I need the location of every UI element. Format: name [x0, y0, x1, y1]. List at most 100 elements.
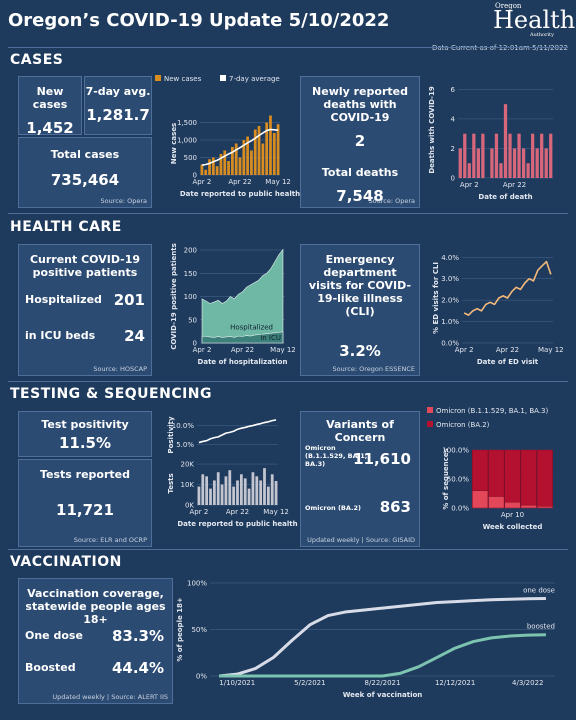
bar [232, 486, 236, 505]
x-tick-label: 1/10/2021 [219, 679, 255, 687]
bar-segment [520, 504, 537, 509]
bar-segment [504, 501, 521, 509]
x-tick-label: May 12 [538, 346, 564, 354]
y-tick-label: 50% [191, 626, 207, 634]
bar [228, 470, 232, 505]
x-tick-label: Apr 22 [226, 508, 249, 516]
y-tick-label: 2.0% [441, 297, 459, 305]
kpi-label: One dose [25, 629, 83, 642]
kpi-label: New cases [32, 85, 68, 111]
y-tick-label: 3.0% [441, 275, 459, 283]
kpi-box: Test positivity 11.5% [18, 411, 152, 457]
kpi-value: 7,548 [336, 187, 384, 205]
bar [549, 133, 553, 178]
line [201, 128, 279, 166]
bar-segment [536, 449, 553, 507]
bar [231, 147, 234, 175]
kpi-label: Boosted [25, 661, 76, 674]
x-axis-label: Week collected [483, 523, 543, 531]
bar [247, 488, 251, 505]
bar [481, 133, 485, 178]
bar [220, 484, 224, 505]
bar [223, 150, 227, 175]
y-axis-label: % of people 18+ [176, 597, 184, 662]
y-tick-label: 6 [451, 86, 456, 94]
y-tick-label: 1,500 [177, 119, 197, 127]
kpi-label: Hospitalized [25, 293, 102, 306]
bar [463, 133, 467, 178]
kpi-box: Variants of Concern Omicron (B.1.1.529, … [300, 411, 420, 547]
bar [216, 472, 220, 505]
bar-segment [472, 449, 489, 491]
x-tick-label: Apr 2 [193, 346, 212, 354]
y-tick-label: 0 [193, 340, 197, 348]
bar [259, 480, 263, 505]
section-title: HEALTH CARE [10, 219, 122, 235]
data-current: Data Current as of 12:01am 5/11/2022 [432, 44, 568, 52]
bar [263, 468, 266, 505]
bar [246, 136, 249, 175]
bar [261, 143, 265, 175]
legend-label: Omicron (BA.2) [436, 421, 490, 429]
y-tick-label: 4.0% [441, 254, 459, 262]
x-tick-label: 8/22/2021 [365, 679, 401, 687]
y-tick-label: 150 [184, 270, 197, 278]
x-axis-label: Date of ED visit [477, 358, 539, 366]
bar [276, 124, 280, 175]
kpi-value: 2 [354, 132, 366, 150]
bar [200, 164, 204, 175]
line [219, 633, 546, 678]
bar [490, 148, 494, 178]
y-tick-label: 100% [187, 580, 207, 588]
y-axis-label: Positivity [167, 416, 175, 454]
x-tick-label: Apr 2 [460, 181, 479, 189]
x-tick-label: May 12 [270, 346, 296, 354]
bar [521, 148, 526, 178]
page-title: Oregon’s COVID-19 Update 5/10/2022 [8, 10, 390, 31]
y-axis-label: Tests [167, 473, 175, 493]
y-axis-label: % ED visits for CLI [432, 262, 440, 334]
bar [224, 476, 228, 505]
bar [212, 480, 216, 505]
x-tick-label: Apr 22 [228, 178, 251, 186]
bar-segment [520, 449, 537, 506]
bar [265, 122, 269, 175]
bar [201, 474, 205, 505]
bar [208, 159, 211, 175]
kpi-box: Vaccination coverage, statewide people a… [18, 578, 173, 704]
section-title: TESTING & SEQUENCING [10, 386, 213, 402]
y-tick-label: 0% [196, 673, 207, 681]
y-tick-label: 2 [451, 145, 455, 153]
y-tick-label: 500 [184, 154, 197, 162]
source: Updated weekly | Source: GISAID [307, 536, 415, 544]
source: Source: HOSCAP [93, 365, 147, 373]
bar-segment [536, 506, 553, 509]
area [201, 331, 284, 344]
y-tick-label: 0.0% [441, 340, 459, 348]
x-tick-label: Apr 2 [455, 346, 474, 354]
bar [243, 478, 247, 505]
x-tick-label: Apr 22 [496, 346, 519, 354]
x-axis-label: Date of death [478, 193, 532, 201]
kpi-label: Total deaths [321, 166, 399, 179]
bar [269, 115, 272, 175]
kpi-label: 7-day avg. [85, 85, 151, 98]
x-tick-label: May 12 [265, 178, 291, 186]
section-rule [8, 381, 568, 382]
source: Source: ELR and OCRP [73, 536, 147, 544]
kpi-box: Newly reported deaths with COVID-19 2 To… [300, 76, 420, 208]
legend-label: New cases [164, 75, 202, 83]
kpi-label: Vaccination coverage, statewide people a… [25, 587, 166, 626]
kpi-value: 11.5% [58, 434, 112, 452]
series-label: boosted [527, 623, 555, 631]
y-tick-label: 5.0% [176, 441, 194, 449]
series-label: Hospitalized [230, 324, 273, 332]
bar [274, 480, 278, 505]
section-title: VACCINATION [10, 554, 122, 570]
y-tick-label: 10K [181, 481, 195, 489]
bar [272, 133, 276, 175]
line [463, 260, 552, 316]
bar [239, 474, 243, 505]
bar [227, 161, 230, 175]
bar [238, 157, 242, 175]
